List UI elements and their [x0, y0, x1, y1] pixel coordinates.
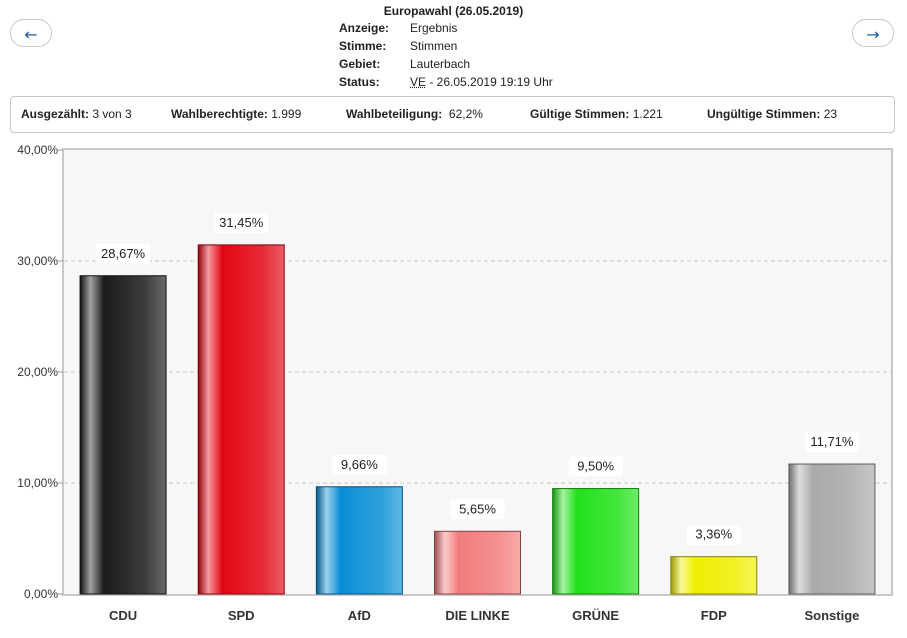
bar-fdp[interactable] [670, 556, 758, 595]
y-tick-label: 10,00% [17, 476, 58, 490]
election-title: Europawahl (26.05.2019) [383, 4, 524, 18]
x-tick-label: DIE LINKE [445, 608, 510, 623]
y-tick-label: 20,00% [17, 365, 58, 379]
bar-sonstige[interactable] [788, 463, 876, 595]
bar-grüne[interactable] [552, 488, 640, 595]
summary-value: 62,2% [448, 107, 483, 121]
summary-eligible-voters: Wahlberechtigte: 1.999 [171, 97, 301, 132]
header-value: Lauterbach [410, 57, 471, 71]
status-timestamp: - 26.05.2019 19:19 Uhr [426, 75, 553, 89]
value-label: 31,45% [219, 215, 264, 230]
y-tick-label: 40,00% [17, 143, 58, 157]
summary-label: Gültige Stimmen: [530, 107, 630, 121]
summary-counted: Ausgezählt: 3 von 3 [21, 97, 132, 132]
bar-afd[interactable] [315, 486, 403, 595]
bar-spd[interactable] [197, 244, 285, 595]
value-label-box [568, 456, 623, 477]
summary-value: 1.221 [632, 107, 663, 121]
vote-share-bar-chart: 0,00% 10,00% 20,00% 30,00% 40,00% 28,67% 31,4… [17, 143, 893, 623]
header-row-stimme: Stimme: Stimmen [300, 37, 610, 55]
header-value: Stimmen [410, 39, 458, 53]
summary-label: Ungültige Stimmen: [707, 107, 821, 121]
x-tick-label: FDP [701, 608, 727, 623]
header-row-anzeige: Anzeige: Ergebnis [300, 19, 610, 37]
value-label-box [332, 454, 387, 475]
summary-label: Wahlbeteiligung: [346, 107, 443, 121]
value-label: 9,50% [577, 459, 614, 474]
value-label-box [804, 432, 859, 453]
election-header: Europawahl (26.05.2019) Anzeige: Ergebnis… [300, 3, 610, 91]
value-label-box [450, 499, 505, 520]
header-value: Ergebnis [410, 21, 458, 35]
summary-invalid-votes: Ungültige Stimmen: 23 [707, 97, 837, 132]
summary-label: Ausgezählt: [21, 107, 90, 121]
summary-bar: Ausgezählt: 3 von 3 Wahlberechtigte: 1.9… [10, 96, 895, 133]
header-label: Gebiet: [339, 57, 381, 71]
gridlines [64, 260, 891, 484]
header-label: Status: [339, 75, 380, 89]
bar-cdu[interactable] [79, 275, 167, 595]
y-axis: 0,00% 10,00% 20,00% 30,00% 40,00% [17, 143, 63, 601]
value-label-box [214, 212, 269, 233]
value-label-box [96, 243, 151, 264]
value-label: 28,67% [101, 246, 146, 261]
summary-value: 3 von 3 [92, 107, 132, 121]
value-label: 9,66% [341, 457, 378, 472]
x-tick-label: GRÜNE [572, 608, 619, 623]
x-tick-label: AfD [348, 608, 371, 623]
next-arrow-button[interactable]: → [852, 19, 894, 47]
previous-arrow-button[interactable]: ← [10, 19, 52, 47]
bar-die-linke[interactable] [434, 530, 521, 595]
x-axis: CDU SPD AfD DIE LINKE GRÜNE FDP Sonstige [109, 608, 859, 623]
status-abbreviation[interactable]: VE [410, 75, 427, 89]
x-tick-label: SPD [228, 608, 255, 623]
value-label: 5,65% [459, 501, 496, 516]
y-tick-label: 30,00% [17, 254, 58, 268]
x-tick-label: Sonstige [804, 608, 859, 623]
summary-value: 1.999 [271, 107, 302, 121]
header-row-status: Status: VE - 26.05.2019 19:19 Uhr [300, 73, 610, 91]
value-label: 3,36% [695, 527, 732, 542]
value-label: 11,71% [810, 434, 854, 449]
value-label-box [686, 524, 741, 545]
summary-label: Wahlberechtigte: [171, 107, 268, 121]
summary-valid-votes: Gültige Stimmen: 1.221 [530, 97, 663, 132]
bars [79, 244, 876, 595]
summary-turnout: Wahlbeteiligung: 62,2% [346, 97, 483, 132]
header-label: Stimme: [339, 39, 387, 53]
header-value: VE - 26.05.2019 19:19 Uhr [410, 73, 553, 91]
header-label: Anzeige: [339, 21, 390, 35]
summary-value: 23 [823, 107, 838, 121]
x-tick-label: CDU [109, 608, 137, 623]
y-tick-label: 0,00% [24, 587, 58, 601]
value-labels: 28,67% 31,45% 9,66% 5,65% 9,50% 3,36% 11,71% [96, 212, 859, 545]
header-row-gebiet: Gebiet: Lauterbach [300, 55, 610, 73]
